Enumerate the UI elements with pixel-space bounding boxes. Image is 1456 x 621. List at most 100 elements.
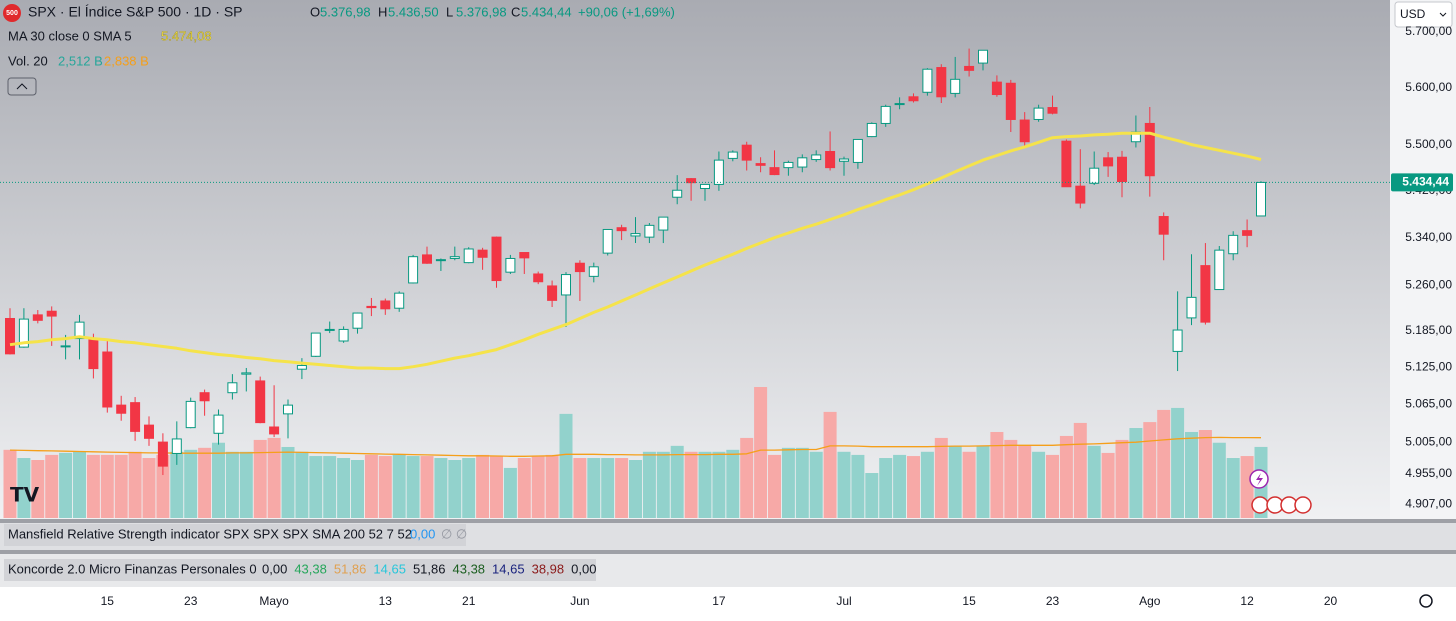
vol-label[interactable]: Vol. 20 (8, 53, 48, 68)
candle-body (797, 157, 808, 168)
ohlc-value: 5.376,98 (456, 4, 507, 19)
candle-body (283, 404, 293, 415)
volume-bar (503, 467, 517, 518)
koncorde-value: 0,00 (571, 561, 596, 576)
volume-bar (948, 445, 962, 518)
volume-bar (184, 449, 198, 518)
x-tick-label: Mayo (259, 594, 289, 608)
candle-body (894, 103, 905, 106)
volume-bar (267, 437, 281, 518)
volume-bar (448, 459, 462, 518)
volume-bar (976, 445, 990, 518)
volume-bar (1059, 435, 1073, 518)
y-tick-label: 5.005,00 (1405, 434, 1452, 448)
currency-dropdown[interactable] (1394, 1, 1453, 28)
volume-bar (1004, 439, 1018, 518)
y-tick-label: 5.125,00 (1405, 360, 1452, 374)
candle-body (978, 49, 988, 64)
candle-body (519, 252, 530, 259)
tv-logo[interactable]: 𝗧𝗩 (10, 484, 40, 506)
symbol-title[interactable]: SPX · El Índice S&P 500 · 1D · SP (28, 4, 243, 20)
candle-body (74, 321, 85, 340)
ma-label[interactable]: MA 30 close 0 SMA 5 (8, 28, 132, 43)
candle-body (533, 273, 544, 283)
candle-body (991, 81, 1002, 96)
volume-bar (170, 451, 184, 518)
volume-bar (156, 454, 170, 518)
candle-body (60, 345, 71, 348)
volume-bar (462, 458, 476, 518)
candle-body (463, 248, 474, 264)
time-axis (0, 587, 1456, 616)
candle-body (964, 65, 975, 71)
volume-bar (781, 447, 795, 518)
settings-icon[interactable] (1419, 594, 1433, 608)
volume-bar (392, 454, 406, 518)
volume-bar (45, 454, 59, 518)
candle-body (616, 227, 627, 232)
candle-body (811, 154, 822, 161)
y-tick-label: 5.600,00 (1405, 80, 1452, 94)
candle-body (755, 163, 766, 166)
x-tick-label: 21 (462, 594, 476, 608)
candle-body (491, 236, 502, 282)
vol-ma-value: 2,838 B (104, 53, 149, 68)
candle-body (1256, 181, 1266, 217)
y-tick-label: 5.065,00 (1405, 397, 1452, 411)
volume-bar (934, 437, 948, 518)
last-price-box (1391, 173, 1453, 192)
flag-icon[interactable] (1294, 496, 1312, 514)
candle-body (144, 424, 154, 439)
volume-bar (1129, 428, 1143, 518)
collapse-button[interactable] (7, 77, 37, 96)
volume-bar (434, 458, 448, 518)
volume-bar (295, 451, 309, 518)
y-tick-label: 5.340,00 (1405, 230, 1452, 244)
volume-bar (587, 458, 601, 518)
candle-body (213, 414, 224, 434)
ohlc-value: 5.434,44 (521, 4, 572, 19)
volume-bar (1226, 458, 1240, 518)
candle-body (88, 338, 99, 370)
x-tick-label: 23 (1046, 594, 1060, 608)
candle-body (185, 400, 196, 429)
y-tick-label: 5.185,00 (1405, 323, 1452, 337)
legend-box (4, 559, 596, 581)
candle-body (1089, 167, 1100, 184)
volume-bar (31, 459, 45, 518)
candle-body (310, 332, 321, 357)
candle-body (157, 441, 168, 467)
candle-body (1075, 185, 1086, 204)
volume-bar (281, 446, 295, 518)
volume-bar (629, 459, 642, 518)
volume-bar (1240, 456, 1254, 518)
volume-bar (754, 387, 768, 518)
volume-bar (823, 411, 837, 518)
candle-body (269, 426, 280, 435)
volume-bar (601, 458, 615, 518)
candle-body (1047, 107, 1058, 114)
candle-body (1186, 296, 1197, 319)
volume-bar (225, 451, 239, 518)
volume-bar (559, 413, 573, 518)
candle-body (1061, 140, 1072, 188)
volume-bar (545, 454, 559, 518)
candle-body (1103, 157, 1114, 167)
volume-bar (517, 458, 531, 518)
volume-bar (1101, 452, 1115, 518)
candle-body (5, 317, 15, 355)
ohlc-value: 5.376,98 (320, 4, 371, 19)
chevron-icon (16, 83, 28, 90)
x-tick-label: 13 (379, 594, 393, 608)
volume-bar (573, 458, 587, 518)
candle-body (1172, 329, 1183, 352)
volume-bar (114, 454, 128, 518)
separator (0, 550, 1456, 554)
candle-body (630, 233, 641, 237)
flag-icon[interactable] (1251, 496, 1269, 514)
candle-body (825, 150, 836, 169)
y-tick-label: 4.907,00 (1405, 497, 1452, 511)
volume-bar (490, 456, 503, 518)
candle-body (1158, 216, 1169, 235)
